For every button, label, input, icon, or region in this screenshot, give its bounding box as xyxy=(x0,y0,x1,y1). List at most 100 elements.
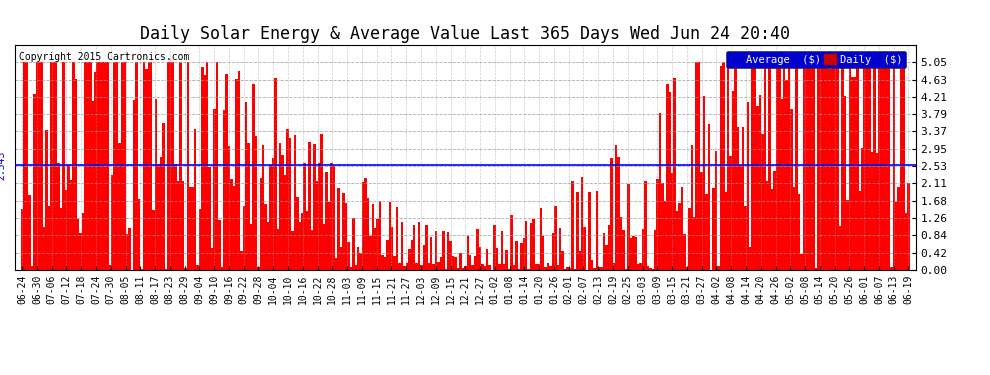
Bar xyxy=(451,256,454,270)
Bar xyxy=(905,213,907,270)
Bar xyxy=(36,62,38,270)
Bar xyxy=(559,228,561,270)
Bar xyxy=(361,182,364,270)
Bar xyxy=(549,266,551,270)
Bar xyxy=(630,238,632,270)
Bar xyxy=(72,62,74,270)
Bar xyxy=(67,165,69,270)
Bar xyxy=(254,136,257,270)
Bar xyxy=(408,249,411,270)
Bar xyxy=(50,62,52,270)
Bar xyxy=(352,218,354,270)
Bar xyxy=(211,248,213,270)
Bar xyxy=(625,269,628,270)
Bar xyxy=(26,62,29,270)
Bar xyxy=(46,130,48,270)
Bar xyxy=(907,183,910,270)
Bar xyxy=(445,268,447,270)
Bar xyxy=(533,219,535,270)
Bar xyxy=(843,96,846,270)
Bar xyxy=(830,69,832,270)
Bar xyxy=(705,194,708,270)
Bar xyxy=(637,264,640,270)
Bar xyxy=(87,62,89,270)
Bar xyxy=(99,62,101,270)
Bar xyxy=(326,172,328,270)
Bar xyxy=(832,62,835,270)
Legend: Average  ($), Daily  ($): Average ($), Daily ($) xyxy=(726,51,906,68)
Bar xyxy=(703,96,705,270)
Bar xyxy=(430,237,433,270)
Bar xyxy=(296,197,299,270)
Bar xyxy=(289,138,291,270)
Bar xyxy=(38,62,41,270)
Bar xyxy=(895,202,898,270)
Bar xyxy=(885,62,888,270)
Bar xyxy=(673,78,676,270)
Bar xyxy=(162,123,164,270)
Bar xyxy=(396,207,398,270)
Bar xyxy=(267,222,269,270)
Bar xyxy=(306,211,308,270)
Bar xyxy=(311,230,313,270)
Bar xyxy=(226,74,228,270)
Bar xyxy=(780,99,783,270)
Bar xyxy=(623,230,625,270)
Bar xyxy=(238,71,240,270)
Bar xyxy=(720,66,722,270)
Bar xyxy=(603,233,605,270)
Bar xyxy=(600,267,603,270)
Bar xyxy=(423,245,425,270)
Bar xyxy=(328,202,331,270)
Bar xyxy=(851,77,853,270)
Bar xyxy=(223,110,226,270)
Bar xyxy=(121,62,123,270)
Bar xyxy=(374,228,376,270)
Bar xyxy=(523,238,525,270)
Bar xyxy=(274,78,276,270)
Bar xyxy=(749,247,751,270)
Bar xyxy=(338,188,340,270)
Bar xyxy=(335,258,338,270)
Text: Copyright 2015 Cartronics.com: Copyright 2015 Cartronics.com xyxy=(20,52,190,62)
Bar xyxy=(644,181,646,270)
Bar xyxy=(245,102,248,270)
Bar xyxy=(433,264,435,270)
Bar xyxy=(159,157,162,270)
Bar xyxy=(94,72,96,270)
Bar xyxy=(281,155,284,270)
Bar xyxy=(479,248,481,270)
Bar xyxy=(890,267,893,270)
Bar xyxy=(722,62,725,270)
Bar xyxy=(744,206,746,270)
Bar xyxy=(150,62,152,270)
Bar xyxy=(815,268,817,270)
Bar xyxy=(753,62,756,270)
Bar xyxy=(216,62,218,270)
Bar xyxy=(257,267,259,270)
Bar xyxy=(96,62,99,270)
Bar xyxy=(413,225,416,270)
Bar xyxy=(511,215,513,270)
Bar xyxy=(43,228,46,270)
Bar xyxy=(456,268,459,270)
Bar xyxy=(435,231,438,270)
Bar xyxy=(77,219,79,270)
Bar xyxy=(391,227,393,270)
Bar xyxy=(635,237,637,270)
Bar xyxy=(291,231,294,270)
Bar xyxy=(276,229,279,270)
Bar xyxy=(610,158,613,270)
Bar xyxy=(354,266,357,270)
Bar xyxy=(206,62,209,270)
Bar xyxy=(718,266,720,270)
Bar xyxy=(209,168,211,270)
Bar xyxy=(761,134,763,270)
Bar xyxy=(542,236,545,270)
Bar xyxy=(240,251,243,270)
Bar xyxy=(805,62,808,270)
Bar xyxy=(873,62,875,270)
Bar xyxy=(236,80,238,270)
Bar xyxy=(822,62,825,270)
Bar xyxy=(136,62,138,270)
